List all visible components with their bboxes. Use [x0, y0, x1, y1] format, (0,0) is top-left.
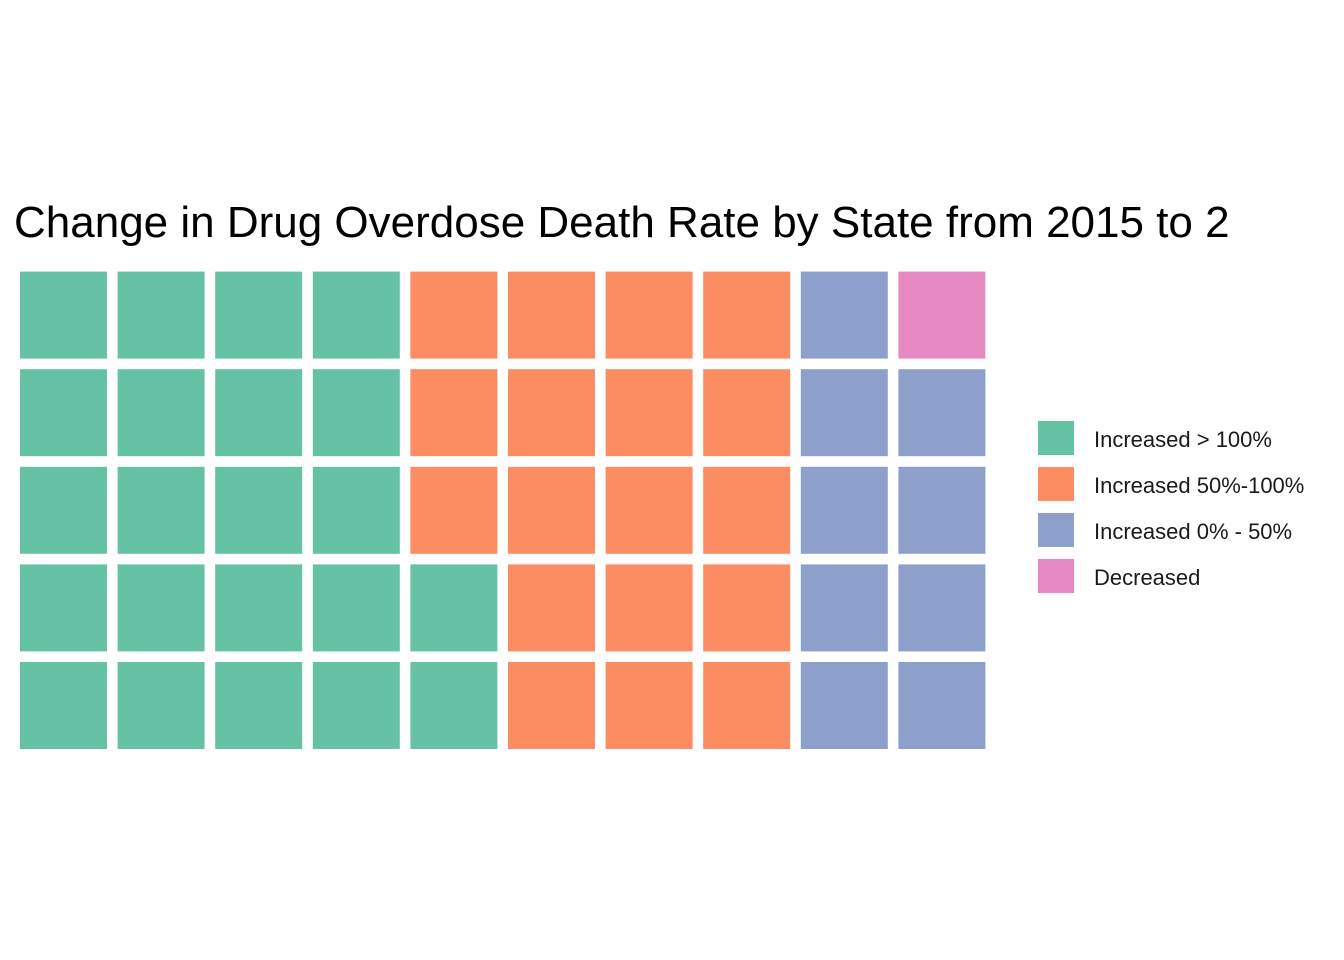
chart-title: Change in Drug Overdose Death Rate by St…: [14, 198, 1230, 247]
waffle-cell-increased-100: [20, 271, 107, 359]
waffle-cell-increased-50-100: [605, 369, 693, 457]
waffle-cell-increased-100: [215, 369, 303, 457]
waffle-cell-increased-100: [20, 564, 107, 652]
waffle-cell-increased-100: [215, 271, 303, 359]
waffle-cell-increased-100: [312, 466, 400, 554]
waffle-cell-increased-100: [215, 564, 303, 652]
waffle-cell-increased-100: [117, 564, 205, 652]
waffle-cell-increased-50-100: [410, 369, 498, 457]
waffle-cell-increased-50-100: [605, 564, 693, 652]
waffle-cell-increased-50-100: [703, 662, 791, 749]
waffle-cell-increased-100: [215, 466, 303, 554]
waffle-cell-increased-50-100: [605, 271, 693, 359]
waffle-cell-increased-50-100: [703, 564, 791, 652]
legend-key: [1038, 421, 1074, 455]
waffle-cell-increased-100: [117, 466, 205, 554]
waffle-cell-increased-50-100: [605, 662, 693, 749]
waffle-cell-increased-0-50: [800, 369, 888, 457]
waffle-cell-increased-100: [117, 662, 205, 749]
legend-label: Increased 0% - 50%: [1094, 519, 1293, 544]
waffle-cell-increased-100: [312, 662, 400, 749]
waffle-cell-increased-100: [312, 369, 400, 457]
waffle-cell-increased-100: [312, 564, 400, 652]
waffle-cell-increased-100: [215, 662, 303, 749]
waffle-cell-increased-0-50: [800, 564, 888, 652]
waffle-cell-increased-100: [410, 662, 498, 749]
waffle-cell-increased-100: [117, 271, 205, 359]
waffle-cell-increased-50-100: [410, 271, 498, 359]
legend-key: [1038, 559, 1074, 593]
legend-label: Increased 50%-100%: [1094, 473, 1305, 498]
waffle-cell-increased-100: [20, 662, 107, 749]
waffle-cell-increased-0-50: [898, 662, 986, 749]
waffle-cell-increased-50-100: [605, 466, 693, 554]
waffle-cell-increased-100: [117, 369, 205, 457]
waffle-cell-increased-50-100: [508, 271, 595, 359]
waffle-cell-increased-0-50: [800, 466, 888, 554]
waffle-cell-increased-50-100: [508, 662, 595, 749]
legend-label: Decreased: [1094, 565, 1201, 590]
legend-key: [1038, 467, 1074, 501]
waffle-cell-increased-0-50: [898, 466, 986, 554]
waffle-cell-decreased: [898, 271, 986, 359]
waffle-cell-increased-100: [20, 466, 107, 554]
legend-label: Increased > 100%: [1094, 427, 1272, 452]
waffle-cell-increased-0-50: [800, 271, 888, 359]
waffle-cell-increased-50-100: [703, 369, 791, 457]
waffle-cell-increased-0-50: [898, 564, 986, 652]
legend-key: [1038, 513, 1074, 547]
waffle-cell-increased-50-100: [508, 466, 595, 554]
waffle-cell-increased-100: [410, 564, 498, 652]
waffle-cell-increased-50-100: [508, 369, 595, 457]
waffle-cell-increased-100: [20, 369, 107, 457]
waffle-cell-increased-50-100: [703, 466, 791, 554]
waffle-cell-increased-0-50: [800, 662, 888, 749]
waffle-cell-increased-50-100: [508, 564, 595, 652]
waffle-cell-increased-50-100: [703, 271, 791, 359]
waffle-cell-increased-100: [312, 271, 400, 359]
waffle-cell-increased-50-100: [410, 466, 498, 554]
waffle-cell-increased-0-50: [898, 369, 986, 457]
